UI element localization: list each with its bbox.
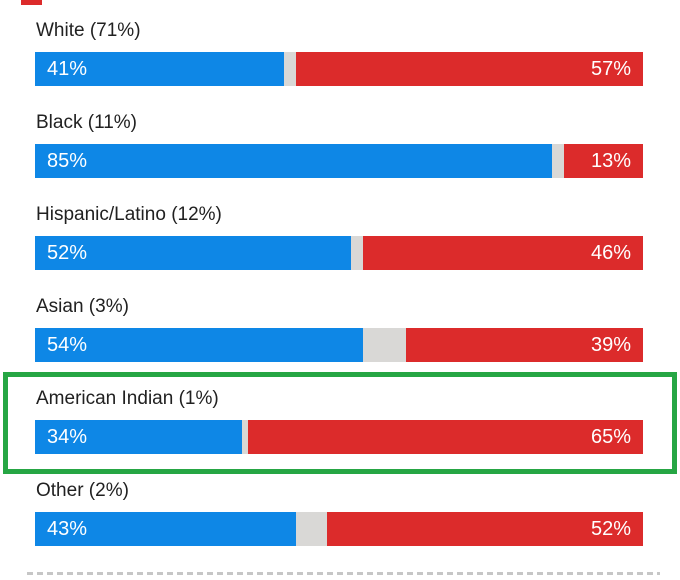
stacked-bar: 43% 52% (35, 512, 643, 546)
blue-bar-segment: 41% (35, 52, 285, 86)
red-value-label: 52% (590, 518, 631, 540)
stacked-bar: 41% 57% (35, 52, 643, 86)
red-value-label: 57% (590, 58, 631, 80)
chart-row-american-indian: American Indian (1%) 34% 65% (8, 387, 672, 454)
blue-value-label: 43% (47, 518, 88, 540)
stacked-bar: 52% 46% (35, 236, 643, 270)
blue-value-label: 34% (47, 426, 88, 448)
category-label: Hispanic/Latino (12%) (36, 204, 222, 225)
red-value-label: 39% (590, 334, 631, 356)
category-label: Other (2%) (36, 480, 129, 501)
category-label: White (71%) (36, 20, 141, 41)
blue-bar-segment: 52% (35, 236, 352, 270)
blue-value-label: 85% (47, 150, 88, 172)
chart-row-asian: Asian (3%) 54% 39% (0, 295, 680, 362)
chart-row-white: White (71%) 41% 57% (0, 19, 680, 86)
dashed-divider (27, 572, 660, 575)
blue-bar-segment: 85% (35, 144, 552, 178)
cropped-red-bar-fragment (21, 0, 42, 5)
stacked-bar: 85% 13% (35, 144, 643, 178)
blue-value-label: 54% (47, 334, 88, 356)
blue-bar-segment: 43% (35, 512, 297, 546)
red-bar-segment: 46% (363, 236, 643, 270)
blue-bar-segment: 34% (35, 420, 242, 454)
red-value-label: 46% (590, 242, 631, 264)
chart-row-black: Black (11%) 85% 13% (0, 111, 680, 178)
category-label: Black (11%) (36, 112, 138, 133)
blue-value-label: 52% (47, 242, 88, 264)
highlight-box: American Indian (1%) 34% 65% (3, 372, 677, 474)
red-value-label: 65% (590, 426, 631, 448)
category-label: American Indian (1%) (36, 388, 219, 409)
stacked-bar: 54% 39% (35, 328, 643, 362)
chart-row-other: Other (2%) 43% 52% (0, 479, 680, 546)
red-bar-segment: 57% (296, 52, 643, 86)
blue-bar-segment: 54% (35, 328, 364, 362)
stacked-bar: 34% 65% (35, 420, 643, 454)
category-label: Asian (3%) (36, 296, 129, 317)
red-bar-segment: 13% (563, 144, 643, 178)
red-bar-segment: 39% (405, 328, 643, 362)
red-bar-segment: 65% (247, 420, 643, 454)
red-value-label: 13% (590, 150, 631, 172)
blue-value-label: 41% (47, 58, 88, 80)
chart-row-hispanic-latino: Hispanic/Latino (12%) 52% 46% (0, 203, 680, 270)
red-bar-segment: 52% (326, 512, 643, 546)
